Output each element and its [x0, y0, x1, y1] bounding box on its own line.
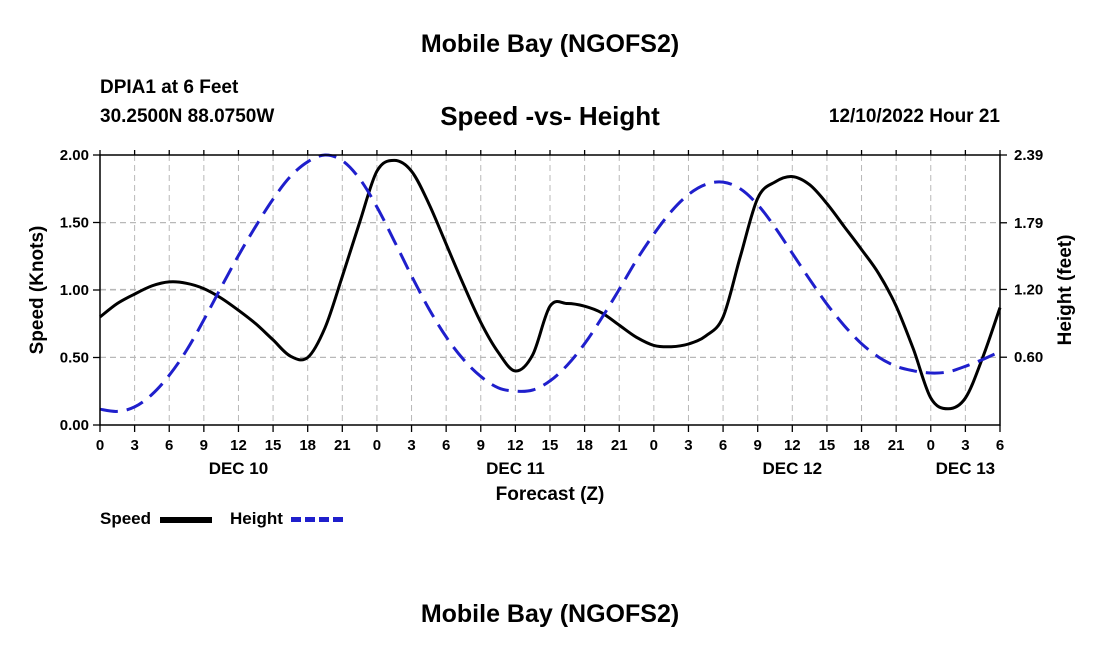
- x-tick-label: 9: [477, 437, 485, 454]
- series-line-speed: [99, 158, 1002, 411]
- day-label: DEC 11: [486, 459, 545, 478]
- legend-height-label: Height: [230, 509, 283, 528]
- day-label: DEC 12: [763, 459, 823, 478]
- chart-main-title: Mobile Bay (NGOFS2): [420, 30, 680, 58]
- y-tick-label: 1.50: [60, 215, 89, 232]
- legend-height-swatch: [291, 517, 343, 522]
- chart-subtitle: Speed -vs- Height: [440, 101, 660, 131]
- x-tick-label: 18: [299, 437, 316, 454]
- series-layer: [99, 153, 1002, 413]
- station-coordinates: 30.2500N 88.0750W: [100, 106, 275, 127]
- x-tick-label: 3: [684, 437, 692, 454]
- day-label: DEC 13: [936, 459, 996, 478]
- y2-tick-label: 0.60: [1014, 349, 1043, 366]
- x-tick-label: 12: [784, 437, 801, 454]
- x-tick-label: 21: [888, 437, 905, 454]
- forecast-datetime: 12/10/2022 Hour 21: [828, 106, 1000, 127]
- y2-tick-label: 1.79: [1014, 215, 1043, 232]
- y-tick-label: 1.00: [60, 282, 89, 299]
- x-tick-label: 0: [96, 437, 104, 454]
- x-tick-label: 6: [165, 437, 173, 454]
- y-tick-label: 0.00: [60, 417, 89, 434]
- x-tick-label: 6: [442, 437, 450, 454]
- x-tick-label: 3: [407, 437, 415, 454]
- x-tick-label: 21: [334, 437, 351, 454]
- series-line-height: [99, 153, 1001, 413]
- x-tick-label: 9: [754, 437, 762, 454]
- y2-axis-title: Height (feet): [1055, 235, 1076, 346]
- axis-labels: 0 3 6 9 12 15 18 21 0 3 6 9 12 15 18 21 0 3 6 9 12 15 18 21 0 3 6 0…: [27, 147, 1076, 505]
- x-tick-label: 0: [373, 437, 381, 454]
- x-tick-label: 0: [650, 437, 658, 454]
- x-tick-label: 18: [853, 437, 870, 454]
- x-tick-label: 6: [719, 437, 727, 454]
- station-label: DPIA1 at 6 Feet: [100, 77, 239, 98]
- bottom-title: Mobile Bay (NGOFS2): [420, 600, 680, 628]
- y-axis-title: Speed (Knots): [27, 226, 48, 355]
- x-tick-label: 3: [961, 437, 969, 454]
- x-axis-title: Forecast (Z): [496, 484, 605, 505]
- y2-tick-label: 1.20: [1014, 281, 1043, 298]
- legend-speed-swatch: [160, 517, 212, 523]
- axes: [93, 150, 1007, 432]
- x-tick-label: 6: [996, 437, 1004, 454]
- day-label: DEC 10: [209, 459, 269, 478]
- x-tick-label: 3: [130, 437, 138, 454]
- x-tick-label: 0: [927, 437, 935, 454]
- x-tick-label: 15: [542, 437, 559, 454]
- grid: [99, 154, 1001, 426]
- legend-speed-label: Speed: [100, 509, 152, 528]
- y2-tick-label: 2.39: [1014, 147, 1043, 164]
- x-tick-label: 15: [819, 437, 836, 454]
- x-tick-label: 21: [611, 437, 628, 454]
- y-tick-label: 0.50: [60, 350, 89, 367]
- x-tick-label: 9: [200, 437, 208, 454]
- y-tick-label: 2.00: [60, 147, 89, 164]
- x-tick-label: 12: [230, 437, 247, 454]
- x-tick-label: 18: [576, 437, 593, 454]
- x-tick-label: 12: [507, 437, 524, 454]
- x-tick-label: 15: [265, 437, 282, 454]
